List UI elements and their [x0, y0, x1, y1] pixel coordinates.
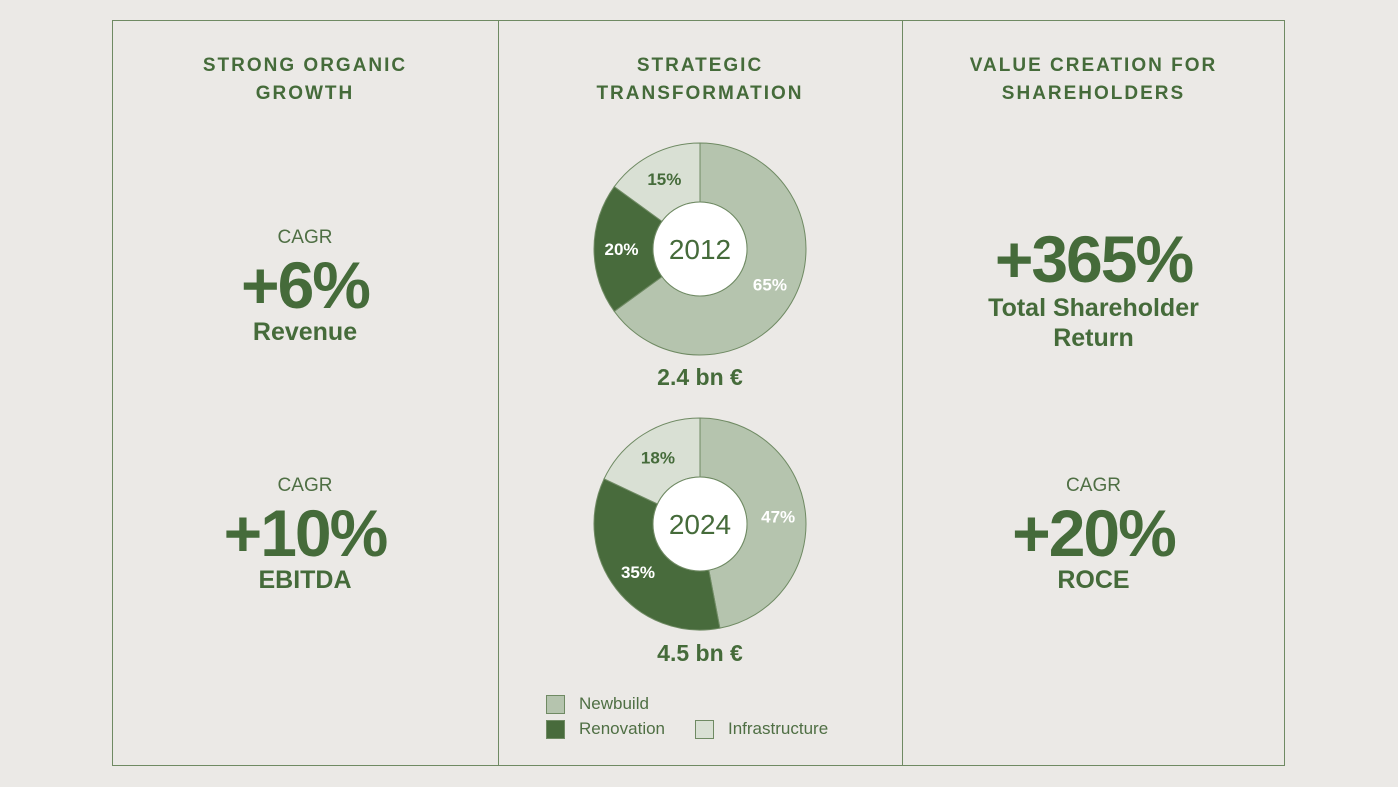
legend-item-infrastructure: Infrastructure: [695, 719, 828, 739]
heading-line: TRANSFORMATION: [596, 83, 804, 104]
kpi-cagr-label: CAGR: [1066, 475, 1121, 496]
chart-legend: Newbuild Renovation Infrastructure: [546, 694, 876, 754]
donut-center-label: 2024: [669, 509, 731, 540]
legend-label: Newbuild: [579, 694, 649, 713]
kpi-label: Revenue: [252, 318, 358, 346]
donut-slice-label: 18%: [641, 449, 675, 468]
donut-total-2012: 2.4 bn €: [657, 364, 743, 390]
donut-center-label: 2012: [669, 234, 731, 265]
donut-chart-2024: 47% 35% 18% 2024: [593, 417, 807, 631]
kpi-cagr-label: CAGR: [277, 475, 333, 496]
donut-slice-label: 20%: [604, 240, 638, 259]
heading-line: VALUE CREATION FOR: [969, 55, 1218, 76]
donut-total-2024: 4.5 bn €: [657, 640, 743, 666]
panel-strategic-transformation: STRATEGIC TRANSFORMATION 65% 20% 15% 2012 2…: [498, 20, 902, 766]
panel-value-creation: VALUE CREATION FOR SHAREHOLDERS +365% To…: [902, 20, 1285, 766]
legend-label: Renovation: [579, 719, 666, 738]
legend-swatch: [695, 719, 714, 739]
donut-slice-label: 15%: [647, 170, 681, 189]
heading-line: STRATEGIC: [636, 55, 764, 76]
kpi-label: Return: [1053, 324, 1134, 352]
panel-heading: STRATEGIC TRANSFORMATION: [498, 52, 902, 108]
kpi-revenue: CAGR +6% Revenue: [112, 226, 498, 347]
kpi-roce: CAGR +20% ROCE: [902, 474, 1285, 595]
divider-left: [498, 20, 499, 766]
kpi-total-shareholder-return: +365% Total Shareholder Return: [902, 226, 1285, 353]
kpi-value: +365%: [994, 222, 1194, 296]
legend-label: Infrastructure: [728, 719, 829, 738]
kpi-cagr-label: CAGR: [277, 227, 333, 248]
donut-slice-label: 65%: [753, 276, 787, 295]
heading-line: STRONG ORGANIC: [202, 55, 408, 76]
panel-organic-growth: STRONG ORGANIC GROWTH CAGR +6% Revenue C…: [112, 20, 498, 766]
donut-slice-label: 47%: [761, 508, 795, 527]
legend-item-newbuild: Newbuild: [546, 694, 649, 714]
panel-heading: VALUE CREATION FOR SHAREHOLDERS: [902, 52, 1285, 108]
outer-frame: [112, 20, 1285, 766]
kpi-label: Total Shareholder: [988, 294, 1199, 322]
donut-slice-label: 35%: [621, 563, 655, 582]
donut-hole: [652, 476, 748, 572]
divider-right: [902, 20, 903, 766]
kpi-value: +6%: [241, 248, 371, 322]
heading-line: SHAREHOLDERS: [1001, 83, 1186, 104]
kpi-value: +20%: [1012, 496, 1177, 570]
kpi-label: EBITDA: [258, 566, 352, 594]
heading-line: GROWTH: [255, 83, 355, 104]
legend-item-renovation: Renovation: [546, 719, 665, 739]
donut-chart-2012: 65% 20% 15% 2012: [593, 142, 807, 356]
panel-heading: STRONG ORGANIC GROWTH: [112, 52, 498, 108]
legend-swatch: [546, 694, 565, 714]
donut-hole: [652, 201, 748, 297]
kpi-value: +10%: [223, 496, 389, 570]
kpi-ebitda: CAGR +10% EBITDA: [112, 474, 498, 595]
kpi-label: ROCE: [1057, 566, 1130, 594]
legend-swatch: [546, 719, 565, 739]
